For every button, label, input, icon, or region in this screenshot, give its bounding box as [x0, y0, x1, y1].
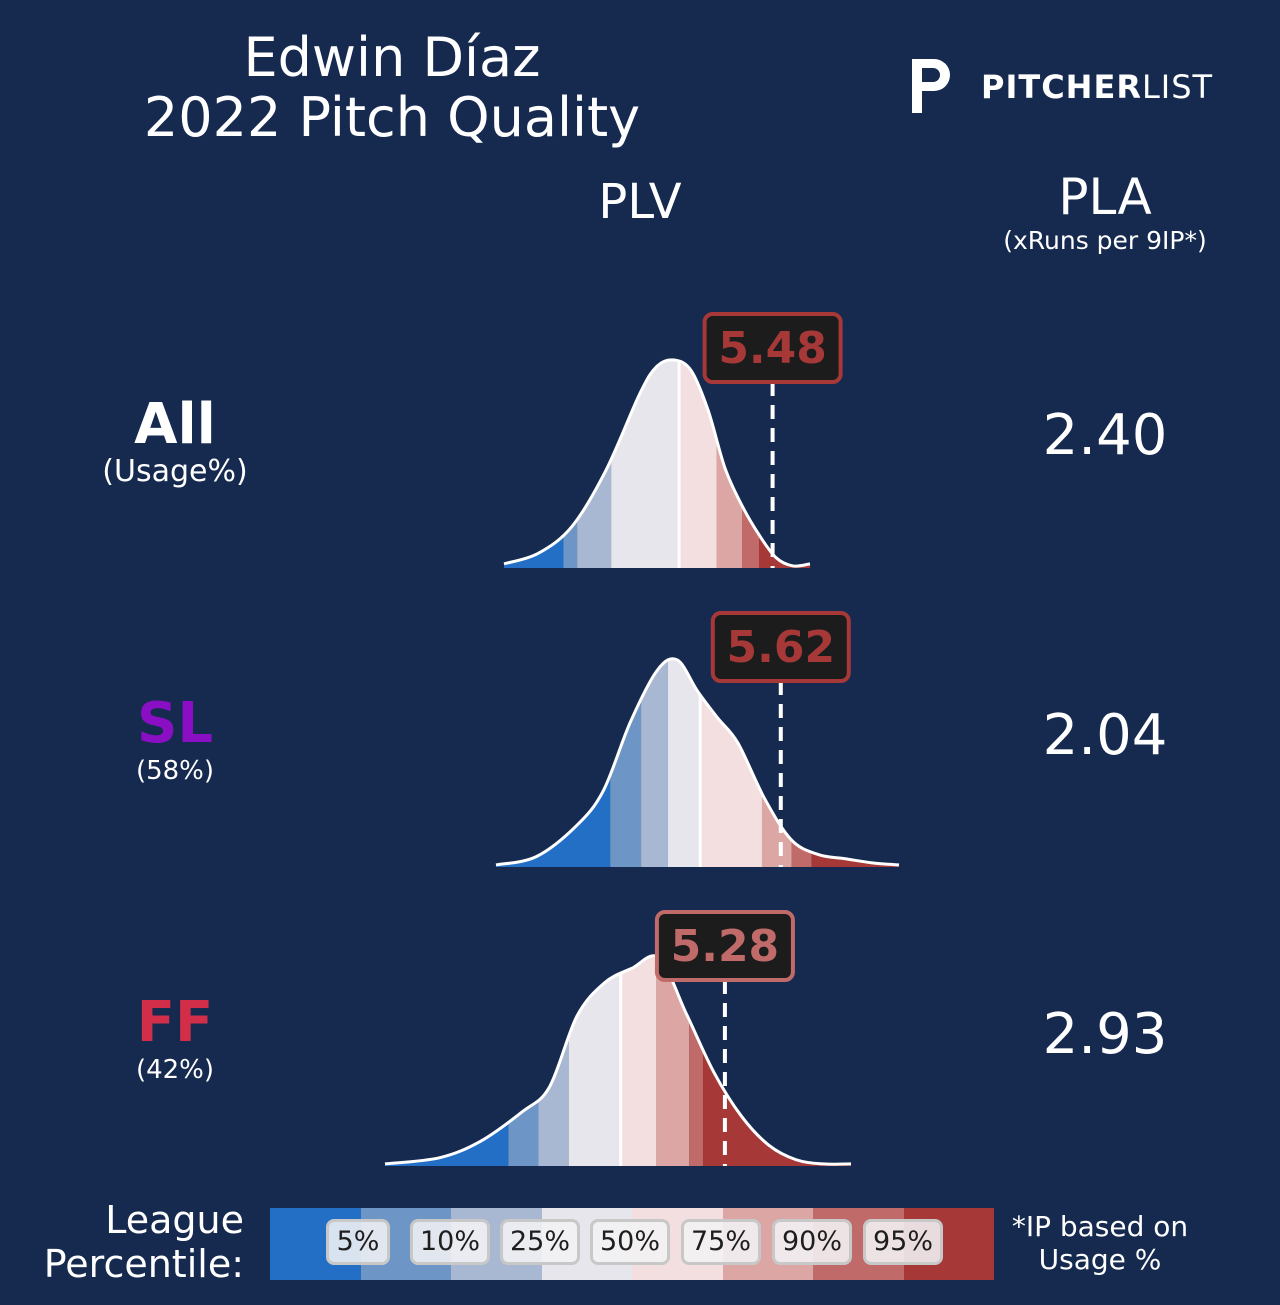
pla-header-title: PLA	[1058, 168, 1152, 226]
plv-value-label: 5.28	[671, 921, 780, 972]
chart-subtitle: 2022 Pitch Quality	[143, 86, 641, 149]
legend-badge-25: 25%	[500, 1219, 580, 1265]
plv-value-label: 5.48	[718, 323, 827, 374]
plv-column-header: PLV	[598, 174, 682, 230]
pla-value-sl: 2.04	[1042, 703, 1168, 768]
pitcherlist-logo: PITCHERLIST	[905, 55, 1235, 119]
row-label-all: All (Usage%)	[40, 395, 310, 489]
pitch-name: FF	[136, 990, 214, 1055]
legend-label-line2: Percentile:	[43, 1242, 244, 1286]
plv-value-label: 5.62	[727, 622, 836, 673]
logo-wordmark: PITCHERLIST	[981, 69, 1213, 105]
logo-bold-text: PITCHER	[981, 68, 1142, 106]
chart-title: Edwin Díaz 2022 Pitch Quality	[92, 28, 692, 148]
legend-badge-75: 75%	[681, 1219, 761, 1265]
percentile-band	[577, 359, 612, 568]
footnote-line1: *IP based on	[1011, 1210, 1189, 1243]
legend-badge-90: 90%	[772, 1219, 852, 1265]
percentile-band	[538, 955, 569, 1166]
legend-badge-95: 95%	[863, 1219, 943, 1265]
pitch-usage: (42%)	[135, 1055, 215, 1085]
pitch-name: All	[134, 392, 216, 457]
pla-value-all: 2.40	[1042, 403, 1168, 468]
density-curve	[503, 358, 811, 568]
percentile-band	[667, 658, 701, 867]
pla-header-subtitle: (xRuns per 9IP*)	[1003, 226, 1207, 255]
percentile-band	[508, 955, 539, 1166]
plv-distribution-charts: 5.48 5.62 5.28	[384, 312, 900, 1166]
percentile-band	[610, 658, 642, 867]
distribution-all: 5.48	[503, 312, 843, 568]
distribution-sl: 5.62	[495, 611, 900, 867]
plv-value-box	[710, 611, 851, 683]
pitcherlist-p-icon	[912, 59, 950, 113]
percentile-band	[504, 359, 564, 568]
pla-column-header: PLA (xRuns per 9IP*)	[950, 168, 1260, 256]
logo-light-text: LIST	[1141, 68, 1214, 106]
legend-label-line1: League	[105, 1198, 244, 1242]
legend-badge-50: 50%	[590, 1219, 670, 1265]
legend-badge-5: 5%	[326, 1219, 390, 1265]
plv-value-box	[702, 312, 843, 384]
footnote: *IP based on Usage %	[1000, 1210, 1200, 1276]
percentile-band	[641, 658, 668, 867]
percentile-band	[496, 658, 611, 867]
footnote-line2: Usage %	[1038, 1243, 1162, 1276]
density-curve	[495, 657, 900, 867]
legend-label: League Percentile:	[20, 1198, 244, 1286]
row-label-ff: FF (42%)	[40, 993, 310, 1087]
pitch-usage: (58%)	[135, 756, 215, 786]
player-name: Edwin Díaz	[243, 26, 541, 89]
plv-value-box	[654, 910, 795, 982]
pitch-name: SL	[136, 691, 213, 756]
percentile-band	[568, 955, 621, 1166]
distribution-ff: 5.28	[384, 910, 852, 1166]
density-curve	[384, 954, 852, 1166]
percentile-band	[620, 955, 657, 1166]
pla-value-ff: 2.93	[1042, 1002, 1168, 1067]
percentile-band	[385, 955, 509, 1166]
row-label-sl: SL (58%)	[40, 694, 310, 788]
pitch-usage: (Usage%)	[102, 454, 248, 489]
legend-badge-10: 10%	[410, 1219, 490, 1265]
